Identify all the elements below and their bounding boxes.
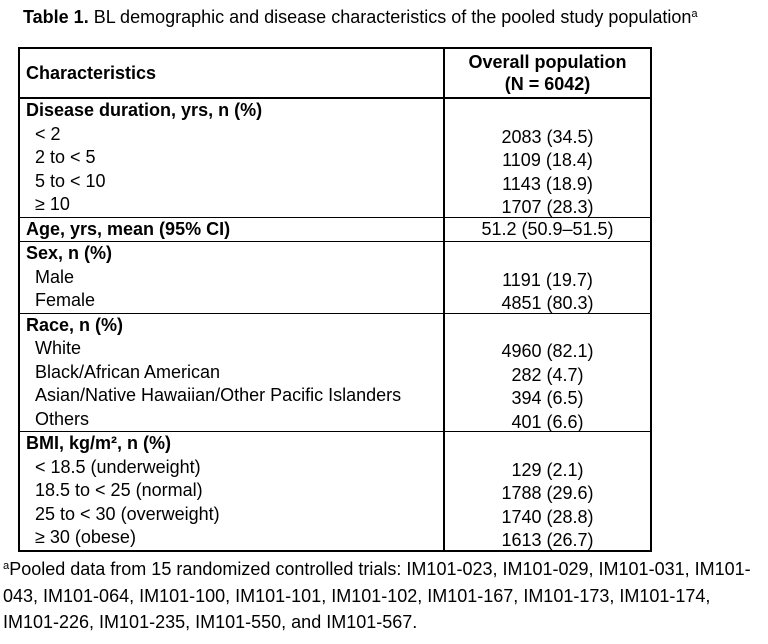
row-value: 1788 (29.6) <box>501 483 594 503</box>
row-label: Asian/Native Hawaiian/Other Pacific Isla… <box>35 385 402 405</box>
section-labels: Race, n (%) White Black/African American… <box>20 314 443 432</box>
row-label: 18.5 to < 25 (normal) <box>35 480 203 500</box>
row-value: 2083 (34.5) <box>501 126 594 147</box>
row-label: ≥ 30 (obese) <box>35 527 136 547</box>
section-bmi: BMI, kg/m², n (%) < 18.5 (underweight) 1… <box>20 431 650 550</box>
row-label: < 2 <box>35 123 61 144</box>
value-stack: 129 (2.1) 1788 (29.6) 1740 (28.8) 1613 (… <box>445 435 650 553</box>
section-race: Race, n (%) White Black/African American… <box>20 312 650 435</box>
row-label: White <box>35 338 82 358</box>
footnote-line: 043, IM101-064, IM101-100, IM101-101, IM… <box>3 585 711 606</box>
overall-population-line2: (N = 6042) <box>504 74 591 94</box>
value-spacer <box>445 102 650 126</box>
section-header: Disease duration, yrs, n (%) <box>26 100 263 120</box>
row-label: Male <box>35 266 75 287</box>
footnote: aPooled data from 15 randomized controll… <box>3 556 768 636</box>
value-stack: 1191 (19.7) 4851 (80.3) <box>445 245 650 316</box>
section-header: Age, yrs, mean (95% CI) <box>26 218 231 239</box>
row-value: 1707 (28.3) <box>501 197 594 217</box>
row-value: 1109 (18.4) <box>502 150 593 170</box>
footnote-text: Pooled data from 15 randomized controlle… <box>9 559 751 579</box>
value-spacer <box>445 435 650 459</box>
row-value: 1613 (26.7) <box>501 530 594 550</box>
row-value: 129 (2.1) <box>511 459 584 480</box>
row-value: 1740 (28.8) <box>501 506 594 527</box>
row-label: 2 to < 5 <box>35 147 96 167</box>
row-label: Others <box>35 408 90 429</box>
row-label: 25 to < 30 (overweight) <box>35 503 220 524</box>
row-value: 1143 (18.9) <box>502 173 593 194</box>
value-spacer <box>445 245 650 269</box>
row-value: 4851 (80.3) <box>501 293 594 313</box>
row-value: 4960 (82.1) <box>501 341 594 361</box>
row-value: 394 (6.5) <box>511 388 584 408</box>
section-disease-duration: Disease duration, yrs, n (%) < 2 2 to < … <box>20 99 650 217</box>
row-label: Black/African American <box>35 361 221 382</box>
section-header: BMI, kg/m², n (%) <box>26 433 171 453</box>
demographics-table: Characteristics Overall population (N = … <box>18 47 652 552</box>
section-labels: Age, yrs, mean (95% CI) <box>20 218 443 242</box>
overall-population-column-header: Overall population (N = 6042) <box>443 49 650 97</box>
overall-population-line1: Overall population <box>468 52 627 72</box>
section-values: 51.2 (50.9–51.5) <box>443 217 650 241</box>
row-label: ≥ 10 <box>35 194 70 214</box>
row-value: 282 (4.7) <box>511 364 584 385</box>
table-title-text: BL demographic and disease characteristi… <box>88 7 692 27</box>
section-values: 2083 (34.5) 1109 (18.4) 1143 (18.9) 1707… <box>443 99 650 217</box>
section-age: Age, yrs, mean (95% CI) 51.2 (50.9–51.5) <box>20 216 650 242</box>
row-label: Female <box>35 290 96 310</box>
value-stack: 4960 (82.1) 282 (4.7) 394 (6.5) 401 (6.6… <box>445 317 650 435</box>
footnote-superscript: a <box>3 560 10 573</box>
section-values: 4960 (82.1) 282 (4.7) 394 (6.5) 401 (6.6… <box>443 313 650 435</box>
footnote-line: IM101-226, IM101-235, IM101-550, and IM1… <box>3 612 418 632</box>
table-header-row: Characteristics Overall population (N = … <box>20 49 650 99</box>
value-spacer <box>445 317 650 341</box>
table-title-number: Table 1. <box>23 7 89 27</box>
section-header: Race, n (%) <box>26 314 124 335</box>
section-values: 1191 (19.7) 4851 (80.3) <box>443 242 650 313</box>
row-label: < 18.5 (underweight) <box>35 456 201 477</box>
section-labels: Disease duration, yrs, n (%) < 2 2 to < … <box>20 99 443 217</box>
row-value: 1191 (19.7) <box>502 269 593 290</box>
row-value: 51.2 (50.9–51.5) <box>481 218 614 239</box>
section-header: Sex, n (%) <box>26 243 113 263</box>
row-label: 5 to < 10 <box>35 170 106 191</box>
table-title: Table 1. BL demographic and disease char… <box>23 7 698 28</box>
value-stack: 2083 (34.5) 1109 (18.4) 1143 (18.9) 1707… <box>445 102 650 220</box>
characteristics-column-header: Characteristics <box>26 62 157 83</box>
section-labels: Sex, n (%) Male Female <box>20 242 443 313</box>
section-sex: Sex, n (%) Male Female 1191 (19.7) 4851 … <box>20 241 650 313</box>
table-title-superscript: a <box>691 8 698 21</box>
row-value: 401 (6.6) <box>511 411 584 432</box>
footnote-line: aPooled data from 15 randomized controll… <box>3 556 768 583</box>
section-labels: BMI, kg/m², n (%) < 18.5 (underweight) 1… <box>20 432 443 550</box>
section-values: 129 (2.1) 1788 (29.6) 1740 (28.8) 1613 (… <box>443 432 650 550</box>
